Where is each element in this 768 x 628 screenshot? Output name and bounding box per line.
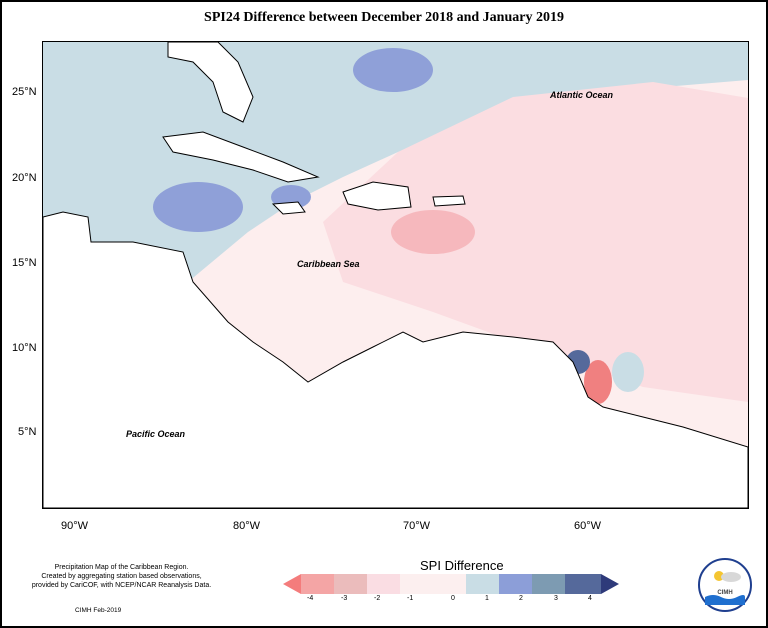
legend-swatch: [532, 574, 565, 594]
positive-core-west: [153, 182, 243, 232]
land-jamaica: [271, 201, 306, 215]
y-axis-label: 15°N: [12, 257, 37, 269]
legend-swatch: [301, 574, 334, 594]
negative-core-caribbean: [391, 210, 475, 254]
legend-tick: -2: [374, 595, 381, 602]
logo-wave-icon: [705, 595, 745, 605]
credit-line: Created by aggregating station based obs…: [41, 573, 202, 580]
y-axis-label: 10°N: [12, 342, 37, 354]
cimh-logo: [698, 558, 752, 612]
logo-cloud-icon: [721, 572, 741, 582]
legend-tick: -3: [341, 595, 348, 602]
legend-tick: 2: [519, 595, 523, 602]
negative-anomaly-atlantic: [323, 82, 748, 402]
legend-swatch: [466, 574, 499, 594]
label-atlantic-ocean: Atlantic Ocean: [550, 90, 614, 100]
x-axis-label: 70°W: [403, 520, 431, 532]
x-axis-label: 60°W: [574, 520, 602, 532]
credit-block: Precipitation Map of the Caribbean Regio…: [14, 563, 229, 590]
legend-left-arrow: [283, 574, 301, 594]
positive-anomaly-west: [43, 42, 748, 342]
label-pacific-ocean: Pacific Ocean: [126, 429, 186, 439]
legend-swatch: [367, 574, 400, 594]
y-axis-label: 25°N: [12, 86, 37, 98]
x-axis-label: 90°W: [61, 520, 89, 532]
legend-swatch: [499, 574, 532, 594]
legend-swatch: [334, 574, 367, 594]
legend-colorbar: [283, 574, 619, 594]
credit-line: Precipitation Map of the Caribbean Regio…: [54, 564, 189, 571]
land-cuba: [162, 131, 320, 183]
legend-tick: 0: [451, 595, 455, 602]
land-central-america: [43, 211, 748, 508]
positive-core-gulf: [353, 48, 433, 92]
legend-swatch: [433, 574, 466, 594]
legend-tick: -1: [407, 595, 414, 602]
land-hispaniola: [342, 181, 412, 211]
map-title: SPI24 Difference between December 2018 a…: [204, 10, 564, 25]
credit-line: provided by CariCOF, with NCEP/NCAR Rean…: [31, 582, 212, 589]
x-axis-label: 80°W: [233, 520, 261, 532]
legend-swatch: [565, 574, 601, 594]
legend-tick: -4: [307, 595, 314, 602]
land-puerto-rico: [432, 195, 466, 207]
positive-core-guiana: [612, 352, 644, 392]
logo-text: CIMH: [717, 590, 733, 596]
map-canvas: [43, 42, 748, 508]
legend-right-arrow: [601, 574, 619, 594]
legend-tick: 1: [485, 595, 489, 602]
land-florida: [167, 42, 254, 123]
legend-tick: 3: [554, 595, 558, 602]
credit-date: CIMH Feb-2019: [75, 607, 122, 614]
map-panel: [42, 41, 749, 509]
legend-swatch: [400, 574, 433, 594]
y-axis-label: 5°N: [18, 426, 37, 438]
legend-title: SPI Difference: [420, 558, 504, 573]
y-axis-label: 20°N: [12, 172, 37, 184]
negative-core-guiana: [584, 360, 612, 404]
label-caribbean-sea: Caribbean Sea: [297, 259, 360, 269]
legend-tick: 4: [588, 595, 592, 602]
